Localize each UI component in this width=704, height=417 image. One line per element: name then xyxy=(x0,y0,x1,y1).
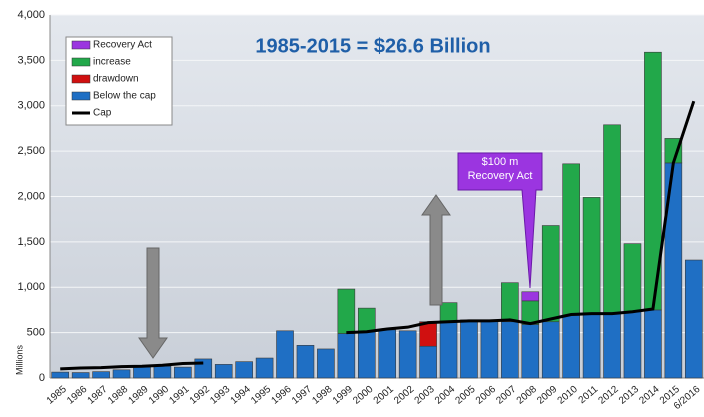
x-tick-label: 1993 xyxy=(208,384,232,407)
x-tick-label: 2013 xyxy=(617,384,641,407)
x-tick-label: 1988 xyxy=(106,384,130,407)
y-tick-label: 4,000 xyxy=(17,9,45,21)
bar xyxy=(174,366,192,379)
x-tick-label: 2008 xyxy=(515,384,539,407)
down-arrow xyxy=(138,247,168,359)
x-tick-label: 2002 xyxy=(392,384,416,407)
bar xyxy=(603,313,621,379)
bar xyxy=(51,371,70,379)
bar xyxy=(439,321,458,379)
bar xyxy=(460,319,478,379)
bar xyxy=(153,365,172,379)
bar xyxy=(501,321,519,379)
x-tick-label: 2006 xyxy=(474,384,498,407)
x-tick-label: 1998 xyxy=(310,384,334,407)
callout-text-box: $100 m Recovery Act xyxy=(467,156,533,182)
bar xyxy=(521,291,540,302)
bar xyxy=(378,329,397,379)
x-tick-label: 1987 xyxy=(86,384,110,407)
bar xyxy=(357,331,376,379)
bar xyxy=(603,124,621,314)
x-tick-label: 1989 xyxy=(126,384,150,407)
y-tick-label: 3,500 xyxy=(17,54,45,66)
bar xyxy=(255,357,274,379)
arrows xyxy=(138,194,451,359)
x-tick-label: 2003 xyxy=(413,384,437,407)
x-tick-label: 1991 xyxy=(167,384,191,407)
cap-line xyxy=(60,100,696,371)
x-tick-label: 1994 xyxy=(229,384,253,407)
x-tick-label: 2011 xyxy=(577,384,601,407)
bar xyxy=(541,225,560,323)
legend-label: Recovery Act xyxy=(93,40,152,51)
x-tick-label: 2000 xyxy=(351,384,375,407)
bar xyxy=(214,364,233,379)
legend-swatch xyxy=(71,57,91,67)
bar xyxy=(317,348,335,379)
bar xyxy=(541,321,560,379)
x-tick-label: 2005 xyxy=(453,384,477,407)
bar xyxy=(337,333,356,379)
bar xyxy=(623,243,642,313)
legend-swatch xyxy=(71,40,91,50)
bar xyxy=(296,345,315,379)
bar xyxy=(112,369,131,379)
bar xyxy=(582,313,601,379)
bar xyxy=(480,321,499,379)
legend-label: drawdown xyxy=(93,74,139,85)
y-tick-label: 1,500 xyxy=(17,236,45,248)
x-tick-label: 2010 xyxy=(556,384,580,407)
x-tick-label: 2014 xyxy=(637,384,661,407)
y-tick-label: 3,000 xyxy=(17,100,45,112)
x-tick-label: 1997 xyxy=(290,384,314,407)
x-tick-label: 2007 xyxy=(494,384,518,407)
bar xyxy=(521,324,540,379)
bar xyxy=(71,372,90,379)
bar xyxy=(562,315,580,379)
bar xyxy=(501,282,519,323)
bar xyxy=(235,361,253,379)
callout xyxy=(457,152,543,289)
bar xyxy=(398,330,417,379)
bar xyxy=(133,366,151,379)
bar xyxy=(276,330,294,379)
bar xyxy=(582,197,601,314)
x-tick-label: 2004 xyxy=(433,384,457,407)
y-axis-label: Millions xyxy=(14,345,24,376)
bar xyxy=(684,259,703,379)
bar xyxy=(623,311,642,379)
x-tick-label: 1999 xyxy=(331,384,355,407)
x-tick-label: 1995 xyxy=(249,384,273,407)
legend-label: Cap xyxy=(93,108,112,119)
bar xyxy=(419,345,437,379)
legend-label: increase xyxy=(93,57,131,68)
bar xyxy=(439,302,458,323)
x-tick-label: 1985 xyxy=(45,384,69,407)
y-tick-label: 0 xyxy=(39,372,45,384)
up-arrow xyxy=(421,194,451,306)
legend-label: Below the cap xyxy=(93,91,156,102)
legend-swatch xyxy=(71,91,91,101)
legend-swatch xyxy=(71,74,91,84)
y-tick-label: 1,000 xyxy=(17,281,45,293)
x-tick-label: 2012 xyxy=(597,384,621,407)
y-tick-label: 2,000 xyxy=(17,190,45,202)
bar xyxy=(562,163,580,316)
x-tick-label: 2001 xyxy=(372,384,396,407)
x-tick-label: 2009 xyxy=(535,384,559,407)
y-tick-label: 500 xyxy=(27,327,45,339)
bar xyxy=(337,288,356,334)
callout-text: $100 m Recovery Act xyxy=(467,156,533,182)
x-tick-label: 1990 xyxy=(147,384,171,407)
chart-title: 1985-2015 = $26.6 Billion xyxy=(255,35,490,57)
x-tick-label: 1986 xyxy=(65,384,89,407)
x-tick-label: 1996 xyxy=(270,384,294,407)
bar xyxy=(92,371,110,379)
bar xyxy=(644,309,662,379)
y-tick-label: 2,500 xyxy=(17,145,45,157)
bar xyxy=(357,307,376,333)
x-tick-label: 1992 xyxy=(188,384,212,407)
